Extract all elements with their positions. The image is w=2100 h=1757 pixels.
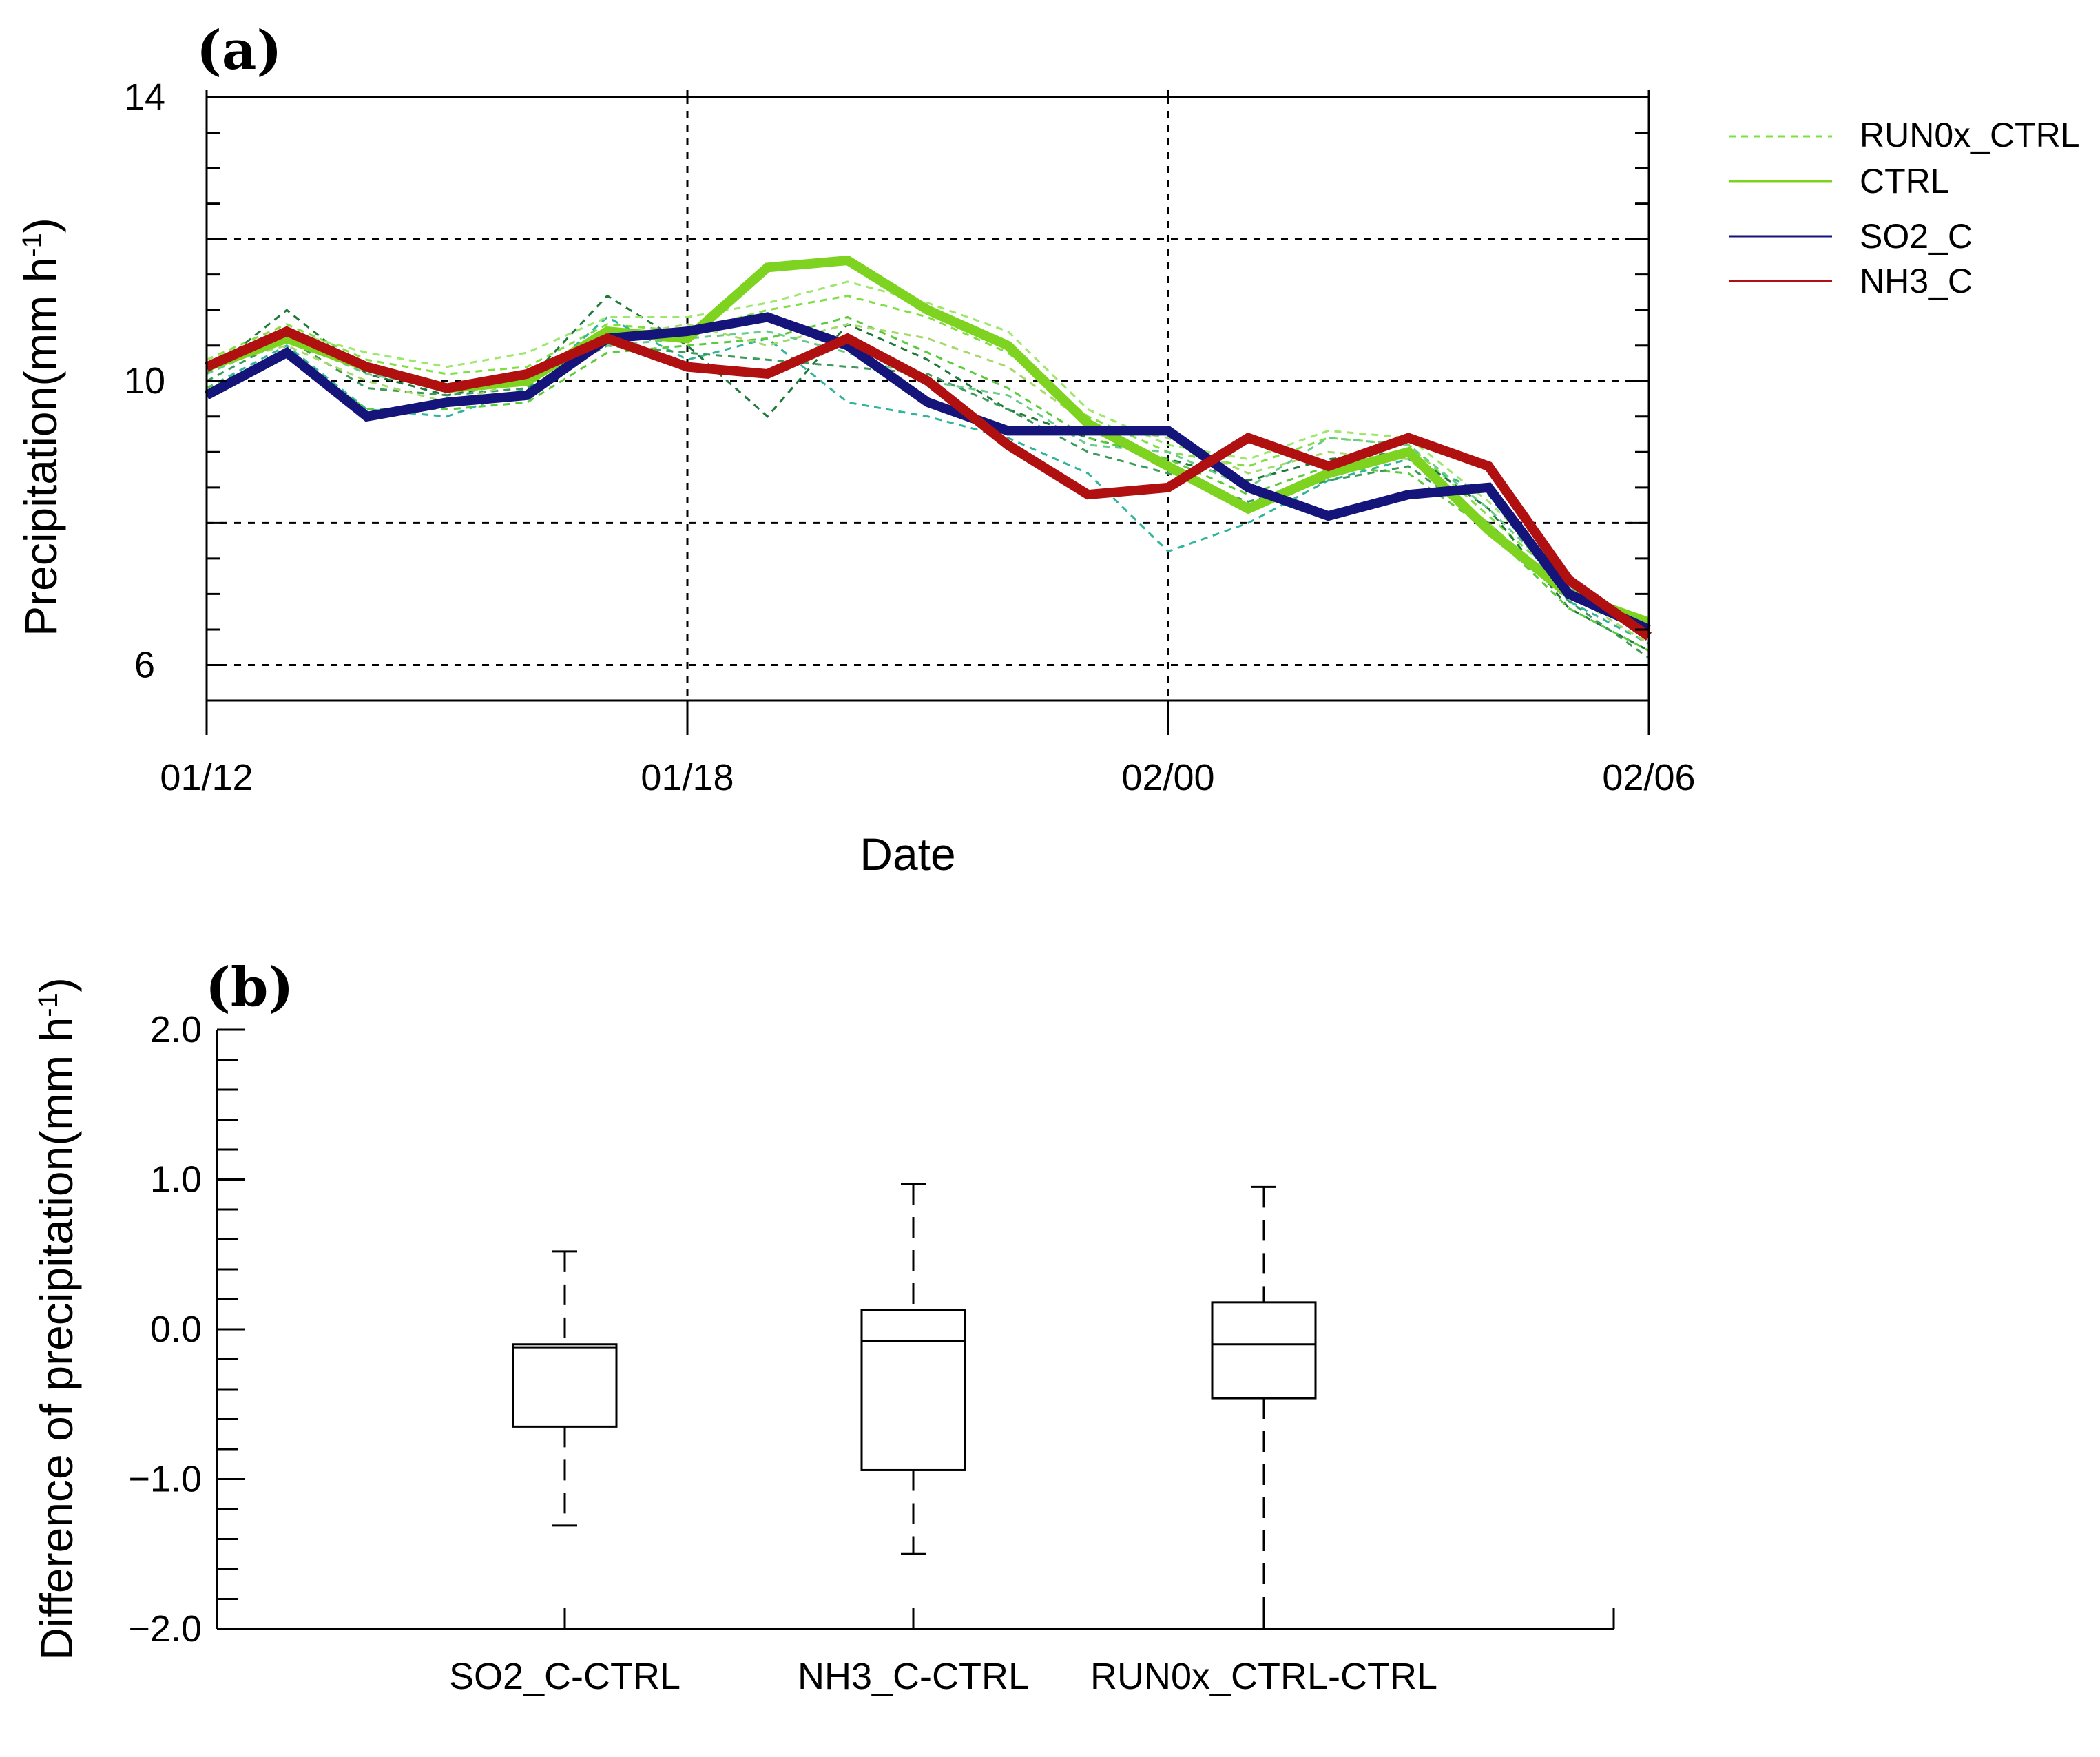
b-category-label: SO2_C-CTRL (449, 1656, 680, 1697)
panel-b-y-axis-title-text: Difference of precipitation(mm h (31, 1017, 82, 1661)
box-iqr (860, 1309, 966, 1471)
a-x-tick-label: 02/06 (1602, 757, 1695, 798)
panel-a-legend: RUN0x_CTRL CTRL SO2_C NH3_C (1729, 116, 2080, 300)
a-y-tick-label: 6 (134, 644, 155, 685)
b-y-tick-label: 0.0 (150, 1309, 202, 1350)
panel-a-y-axis-title-text: Precipitation(mm h (15, 258, 66, 636)
legend-label-run0x-ctrl: RUN0x_CTRL (1860, 116, 2080, 154)
panel-a-x-axis-title: Date (860, 829, 955, 880)
panel-b-y-axis-title-superscript: -1 (33, 992, 63, 1017)
box-iqr (1211, 1301, 1317, 1400)
legend-label-nh3-c: NH3_C (1860, 262, 1973, 300)
ensemble-line-5 (206, 315, 1650, 652)
panel-a-y-axis-title-close: ) (15, 218, 66, 233)
panel-b-y-axis-title-close: ) (31, 977, 82, 992)
panel-b-boxes (512, 1183, 1317, 1630)
panel-a-tick-labels: 6 10 14 01/12 01/18 02/00 02/06 (124, 76, 1696, 798)
panel-a-axes (205, 90, 1650, 735)
series-line-nh3-c (205, 326, 1652, 641)
box-nh3-c-ctrl (860, 1183, 966, 1555)
box-run0x-ctrl-ctrl (1211, 1185, 1317, 1630)
ensemble-line-8 (206, 330, 1650, 638)
a-frame (205, 96, 1650, 702)
panel-a-line-chart: (a) 6 10 14 01/12 01/18 02/00 02/06 Date Preci… (15, 19, 2080, 880)
panel-b-axes (216, 1028, 1615, 1630)
panel-b-label: (b) (205, 956, 293, 1019)
b-y-tick-label: −1.0 (128, 1459, 202, 1500)
legend-label-ctrl: CTRL (1860, 162, 1950, 200)
a-y-tick-label: 10 (124, 360, 165, 402)
ensemble-line-6 (206, 337, 1650, 659)
panel-b-tick-labels: 2.0 1.0 0.0 −1.0 −2.0 SO2_C-CTRL NH3_C-CTRL RUN… (128, 1009, 1437, 1697)
panel-a-label: (a) (196, 19, 282, 82)
a-y-tick-label: 14 (124, 76, 165, 118)
b-y-tick-label: 1.0 (150, 1159, 202, 1200)
series-line-so2-c (204, 312, 1651, 634)
a-x-tick-label: 01/18 (641, 757, 734, 798)
panel-b-y-axis-title: Difference of precipitation(mm h-1) (31, 977, 82, 1661)
panel-a-y-axis-title-superscript: -1 (17, 233, 48, 258)
b-y-tick-label: 2.0 (150, 1009, 202, 1050)
ensemble-line-7 (206, 323, 1650, 645)
ensemble-line-1 (206, 295, 1650, 638)
box-so2-c-ctrl (512, 1250, 618, 1527)
panel-b-box-plot: (b) 2.0 1.0 0.0 −1.0 −2.0 SO2_C-CTRL NH3_C-CTR… (31, 956, 1615, 1697)
a-x-tick-label: 02/00 (1121, 757, 1214, 798)
panel-a-y-axis-title: Precipitation(mm h-1) (15, 218, 66, 636)
panel-a-main-series (204, 255, 1652, 641)
b-y-tick-label: −2.0 (128, 1608, 202, 1650)
box-iqr (512, 1343, 618, 1428)
b-category-label: RUN0x_CTRL-CTRL (1090, 1656, 1437, 1697)
b-category-label: NH3_C-CTRL (798, 1656, 1029, 1697)
legend-label-so2-c: SO2_C (1860, 217, 1973, 256)
ensemble-line-4 (206, 280, 1650, 631)
a-x-tick-label: 01/12 (160, 757, 253, 798)
